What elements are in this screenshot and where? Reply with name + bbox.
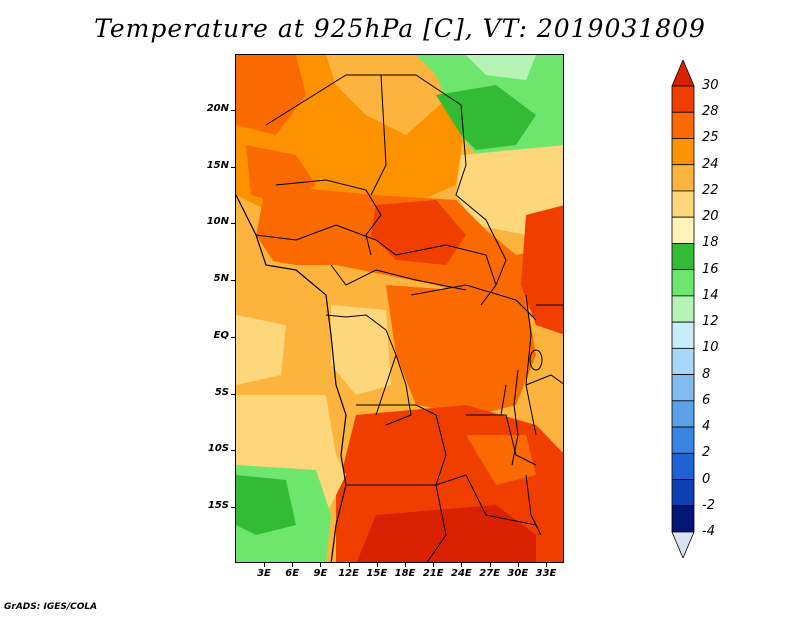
colorbar-box (671, 374, 695, 402)
colorbar-box (671, 479, 695, 507)
colorbar-box (671, 452, 695, 480)
colorbar-top-triangle (671, 58, 695, 87)
colorbar-box (671, 243, 695, 271)
colorbar-level-label: 18 (702, 235, 719, 251)
lon-label: 12E (338, 568, 359, 579)
field-gulf-light (236, 315, 286, 385)
lon-tick (348, 563, 350, 567)
lat-tick (231, 336, 235, 338)
lat-label: 20N (206, 103, 229, 114)
lon-tick (376, 563, 378, 567)
lon-tick (517, 563, 519, 567)
lat-label: EQ (213, 329, 229, 341)
colorbar-svg (671, 58, 695, 560)
lat-tick (231, 223, 235, 225)
lat-tick (231, 393, 235, 395)
colorbar-level-label: 30 (702, 78, 719, 93)
field-sahel-red (371, 200, 466, 265)
colorbar-level-label: 25 (702, 130, 719, 146)
lat-tick (231, 280, 235, 282)
lon-label: 15E (366, 568, 388, 579)
field-ne-dark-green (436, 85, 536, 150)
lat-label: 15N (206, 159, 229, 171)
colorbar-box (671, 426, 695, 454)
field-ne-light-green (466, 55, 536, 80)
colorbar-box (671, 85, 695, 113)
temperature-field (236, 55, 563, 562)
field-congo-orange (386, 285, 536, 415)
lat-label: 10N (206, 216, 229, 228)
grads-credit: GrADS: IGES/COLA (4, 602, 98, 612)
colorbar-box (671, 190, 695, 218)
lat-label: 15S (207, 500, 229, 511)
colorbar-level-label: 12 (702, 314, 719, 330)
colorbar-level-label: 10 (702, 340, 719, 356)
colorbar-level-label: 0 (702, 471, 711, 487)
lon-tick (320, 563, 322, 567)
field-gabon-light (331, 305, 391, 395)
colorbar-level-label: 6 (702, 392, 711, 408)
lon-label: 27E (479, 568, 500, 579)
lat-label: 5N (213, 273, 229, 285)
colorbar-box (671, 321, 695, 349)
coastline (236, 194, 347, 562)
field-northwest-red (236, 55, 306, 135)
lon-tick (489, 563, 491, 567)
colorbar-box (671, 347, 695, 375)
colorbar-level-label: 8 (702, 366, 711, 382)
colorbar-box (671, 269, 695, 297)
colorbar-level-label: 14 (702, 287, 719, 303)
colorbar-box (671, 164, 695, 192)
map-title: Temperature at 925hPa [C], VT: 201903180… (94, 14, 706, 43)
colorbar-level-label: 2 (702, 445, 711, 461)
field-east-red (521, 205, 563, 335)
lon-label: 3E (257, 568, 271, 579)
lat-tick (231, 166, 235, 168)
lon-tick (433, 563, 435, 567)
lon-tick (292, 563, 294, 567)
colorbar-level-label: 16 (702, 261, 719, 277)
lat-tick (231, 507, 235, 508)
lon-label: 30E (507, 568, 529, 579)
colorbar-box (671, 295, 695, 323)
lat-tick (231, 110, 235, 111)
lon-tick (405, 563, 406, 567)
field-south-darkred (356, 505, 536, 562)
colorbar-box (671, 111, 695, 139)
colorbar-box (671, 138, 695, 166)
lat-label: 10S (207, 443, 229, 455)
lakes (500, 349, 543, 536)
lon-tick (264, 563, 265, 567)
lon-label: 9E (313, 568, 328, 579)
colorbar-box (671, 400, 695, 428)
lon-label: 24E (451, 568, 472, 579)
colorbar-level-label: 4 (702, 419, 711, 435)
country-borders (255, 74, 563, 562)
field-sw-dark-green (236, 475, 296, 535)
lon-label: 33E (535, 568, 557, 579)
lon-label: 21E (422, 568, 444, 579)
lat-label: 5S (214, 386, 229, 398)
colorbar-box (671, 505, 695, 533)
lon-label: 6E (285, 568, 300, 579)
colorbar-level-label: 24 (702, 156, 719, 172)
colorbar-level-label: -2 (702, 497, 715, 513)
colorbar-box (671, 216, 695, 244)
lon-tick (546, 563, 547, 567)
lon-tick (461, 563, 463, 567)
field-south-orange (466, 435, 536, 485)
colorbar-bottom-triangle (671, 531, 695, 560)
colorbar-level-label: -4 (702, 524, 715, 539)
colorbar-level-label: 22 (702, 182, 719, 198)
lon-label: 18E (394, 568, 416, 579)
colorbar-level-label: 28 (702, 104, 719, 120)
temperature-map (235, 54, 564, 563)
colorbar (668, 58, 698, 560)
lat-tick (231, 450, 235, 452)
colorbar-level-label: 20 (702, 209, 719, 225)
